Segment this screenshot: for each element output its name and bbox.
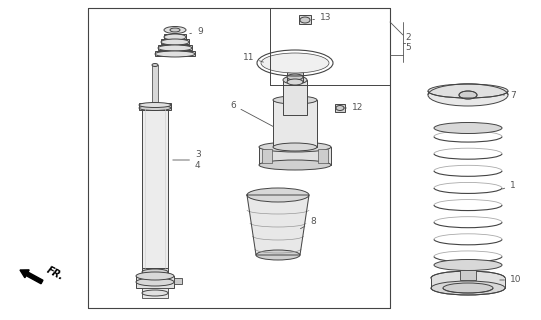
- Text: FR.: FR.: [45, 265, 65, 282]
- Ellipse shape: [170, 28, 180, 32]
- Ellipse shape: [273, 143, 317, 151]
- Ellipse shape: [247, 188, 309, 202]
- Ellipse shape: [161, 39, 189, 45]
- Ellipse shape: [142, 290, 168, 296]
- Ellipse shape: [256, 250, 300, 260]
- Ellipse shape: [261, 53, 329, 73]
- Bar: [142, 268, 168, 276]
- Text: 1: 1: [503, 180, 516, 189]
- Bar: [273, 100, 317, 147]
- Ellipse shape: [152, 63, 158, 67]
- Bar: [335, 104, 345, 112]
- Ellipse shape: [428, 84, 508, 106]
- Bar: [158, 45, 192, 50]
- Ellipse shape: [443, 283, 493, 293]
- Ellipse shape: [164, 27, 186, 34]
- Ellipse shape: [300, 17, 310, 23]
- Ellipse shape: [434, 260, 502, 270]
- Bar: [283, 80, 307, 115]
- Bar: [259, 147, 331, 165]
- Polygon shape: [247, 195, 309, 255]
- Ellipse shape: [158, 45, 192, 51]
- Bar: [142, 288, 168, 298]
- Bar: [136, 276, 174, 288]
- Bar: [174, 278, 182, 284]
- Text: 5: 5: [405, 44, 411, 52]
- Bar: [431, 278, 505, 288]
- Text: 12: 12: [344, 103, 364, 113]
- Bar: [155, 51, 195, 56]
- Text: 10: 10: [500, 276, 522, 284]
- FancyArrow shape: [20, 270, 43, 284]
- Text: 6: 6: [230, 100, 274, 127]
- Ellipse shape: [136, 278, 174, 286]
- Ellipse shape: [434, 123, 502, 133]
- Ellipse shape: [164, 34, 186, 40]
- Text: 7: 7: [503, 91, 516, 100]
- Text: 13: 13: [313, 13, 332, 22]
- Bar: [161, 39, 189, 44]
- Ellipse shape: [287, 79, 303, 85]
- Ellipse shape: [139, 106, 171, 110]
- Ellipse shape: [155, 51, 195, 57]
- Bar: [262, 149, 272, 163]
- Text: 2: 2: [405, 34, 411, 43]
- Bar: [164, 34, 186, 39]
- Ellipse shape: [428, 84, 508, 98]
- Bar: [139, 103, 171, 110]
- Text: 3
4: 3 4: [173, 150, 201, 170]
- Ellipse shape: [459, 91, 477, 99]
- Ellipse shape: [136, 272, 174, 280]
- Ellipse shape: [287, 74, 303, 80]
- Ellipse shape: [259, 142, 331, 152]
- Bar: [460, 270, 476, 280]
- Bar: [142, 108, 168, 268]
- Ellipse shape: [431, 271, 505, 285]
- Bar: [318, 149, 328, 163]
- Ellipse shape: [283, 76, 307, 84]
- Text: 8: 8: [300, 218, 316, 229]
- Ellipse shape: [273, 96, 317, 104]
- Text: 9: 9: [190, 28, 203, 36]
- Bar: [299, 15, 311, 24]
- Ellipse shape: [259, 160, 331, 170]
- Ellipse shape: [142, 269, 168, 275]
- Ellipse shape: [336, 106, 344, 110]
- Bar: [152, 65, 158, 108]
- Bar: [287, 72, 303, 82]
- Ellipse shape: [431, 281, 505, 295]
- Text: 11: 11: [242, 52, 263, 62]
- Ellipse shape: [139, 102, 171, 108]
